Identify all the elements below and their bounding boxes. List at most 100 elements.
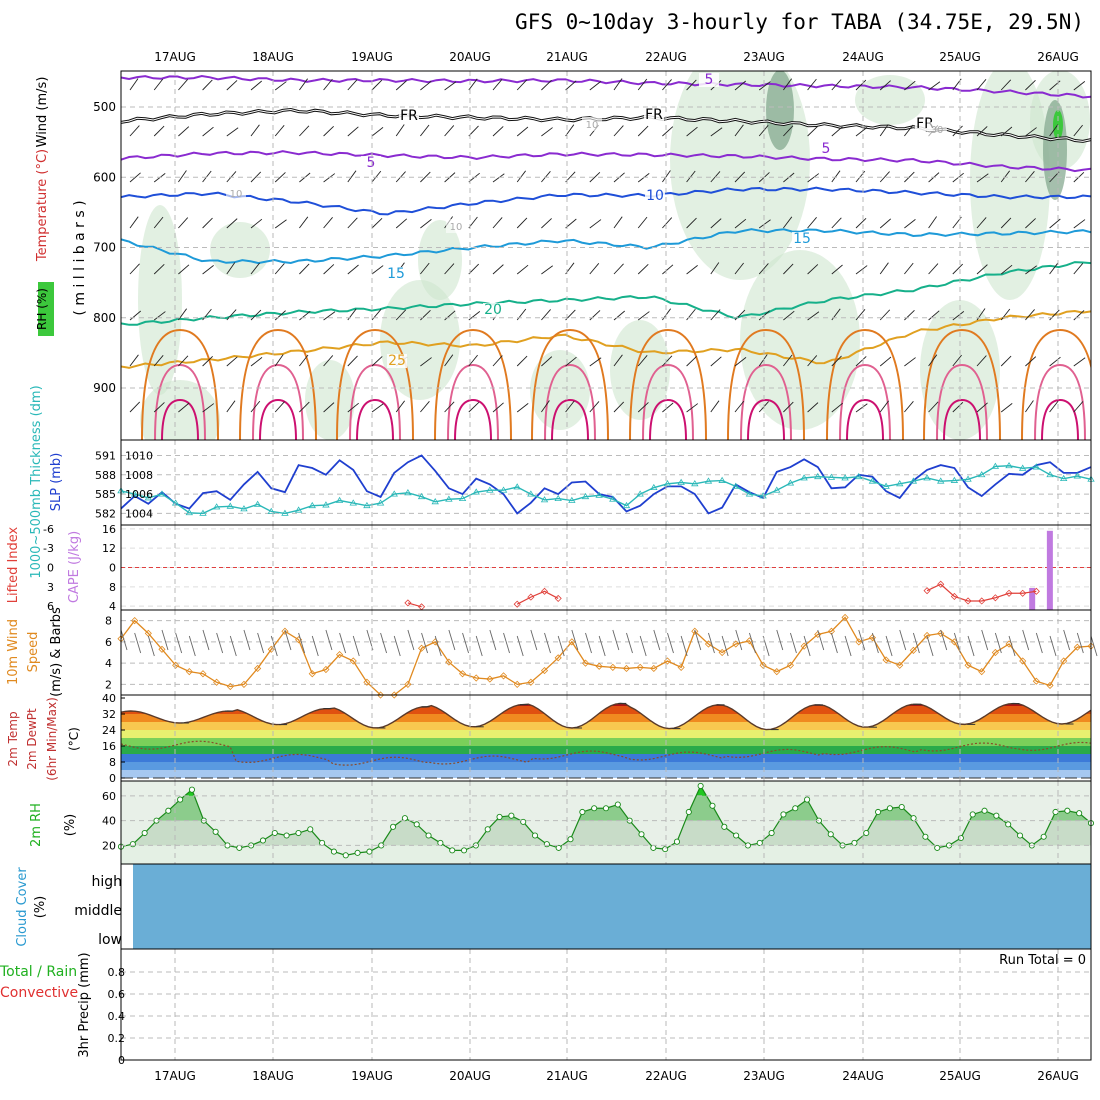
surface-isotherm xyxy=(727,328,805,440)
thickness-marker xyxy=(1073,472,1082,479)
wind-barb xyxy=(1025,400,1034,413)
wind-barb xyxy=(758,354,768,367)
wind-barb xyxy=(299,216,309,229)
wind-line xyxy=(120,616,1092,696)
wind-barb xyxy=(976,217,987,229)
wind-barb xyxy=(686,170,696,183)
wind-marker xyxy=(650,664,658,673)
wind-marker xyxy=(363,678,371,686)
wind-barb xyxy=(516,217,528,229)
wind-marker xyxy=(814,630,822,639)
wind-barb xyxy=(758,81,771,91)
wind-tick: 2 xyxy=(105,678,112,691)
slp-tick: 1008 xyxy=(125,469,153,482)
isotherm-line xyxy=(121,150,1091,173)
wind-barb xyxy=(541,265,553,275)
rh-marker xyxy=(531,832,539,839)
wind-barb xyxy=(274,310,286,321)
wind-barb xyxy=(735,629,743,651)
thickness-marker xyxy=(212,503,221,510)
wind-barb xyxy=(468,354,478,367)
wind-barb xyxy=(1008,635,1016,657)
isotherm-line xyxy=(121,186,1091,216)
wind-barb xyxy=(1000,308,1011,321)
slp-panel xyxy=(117,454,1095,516)
wind-marker xyxy=(431,638,439,646)
wind-barb xyxy=(178,217,189,229)
rh-shading xyxy=(140,380,220,440)
wind-barb xyxy=(637,311,650,321)
precip-tick: 0.8 xyxy=(108,966,126,979)
temp-band xyxy=(121,703,1091,706)
wind-barb xyxy=(202,265,214,275)
wind-barb xyxy=(807,173,820,183)
date-label-top: 17AUG xyxy=(154,50,196,64)
wind-barb xyxy=(530,629,538,651)
wind-barb xyxy=(448,629,456,651)
thickness-marker xyxy=(130,490,139,497)
wind-barb xyxy=(202,79,213,91)
wind-barb xyxy=(879,80,891,91)
wind-barb xyxy=(710,356,722,367)
wind-barb xyxy=(421,632,428,654)
wind-marker xyxy=(923,631,931,640)
wind-barb xyxy=(904,219,916,229)
wind-barb xyxy=(817,629,825,651)
wind-barb xyxy=(1073,124,1083,137)
thickness-marker xyxy=(499,486,508,493)
wind-barb xyxy=(855,308,866,321)
wind-barb xyxy=(395,124,405,137)
wind-barb xyxy=(928,354,938,367)
wind-barb xyxy=(976,355,987,367)
cloud-unit-label: (%) xyxy=(33,896,48,919)
rh-marker xyxy=(685,808,692,816)
wind-barb xyxy=(395,80,407,91)
wind-barb xyxy=(274,124,285,137)
wind-marker xyxy=(745,637,754,645)
wind-barb xyxy=(434,635,442,657)
wind-barb xyxy=(323,264,335,275)
wind-barb xyxy=(976,126,988,137)
wind-marker xyxy=(718,648,726,657)
rh-marker xyxy=(295,829,302,837)
wind-barb xyxy=(710,262,720,275)
rh-marker xyxy=(236,844,243,851)
thickness-marker xyxy=(650,483,658,491)
wind-barb xyxy=(803,635,811,657)
wind-marker xyxy=(1019,657,1027,665)
wind-barb xyxy=(462,632,469,654)
wind-barb xyxy=(758,263,769,275)
contour-label-bg xyxy=(645,189,665,203)
precip-total-label: Total / Rain xyxy=(0,964,77,980)
wind-marker xyxy=(827,627,835,635)
date-label-bottom: 17AUG xyxy=(154,1069,196,1083)
date-label-top: 21AUG xyxy=(546,50,588,64)
rh-marker xyxy=(366,848,373,855)
rh-marker xyxy=(756,839,763,846)
wind-marker xyxy=(841,613,849,622)
wind-barb xyxy=(639,635,647,657)
wind-barb xyxy=(928,401,939,413)
thickness-marker xyxy=(376,499,385,506)
wind-barb xyxy=(202,355,213,367)
rh-marker xyxy=(957,834,964,842)
pressure-tick: 800 xyxy=(93,311,116,325)
contour-label: 10 xyxy=(450,222,463,233)
rh-axis-label: 2m RH xyxy=(29,803,44,847)
thickness-marker xyxy=(472,488,480,495)
precip-convective-label: Convective xyxy=(0,985,78,1001)
wind-marker xyxy=(609,663,617,671)
surface-isotherm xyxy=(649,398,687,440)
wind-barb xyxy=(976,402,988,413)
wind-barb xyxy=(352,635,360,657)
wind-barb xyxy=(395,218,408,229)
contour-label-bg xyxy=(387,354,407,368)
wind-marker xyxy=(1073,643,1081,651)
rh-marker xyxy=(638,831,645,838)
lifted-marker xyxy=(417,603,426,611)
rh-tick: 40 xyxy=(102,815,116,828)
wind-barb xyxy=(347,264,359,275)
date-label-bottom: 26AUG xyxy=(1037,1069,1079,1083)
wind-marker xyxy=(786,661,795,669)
